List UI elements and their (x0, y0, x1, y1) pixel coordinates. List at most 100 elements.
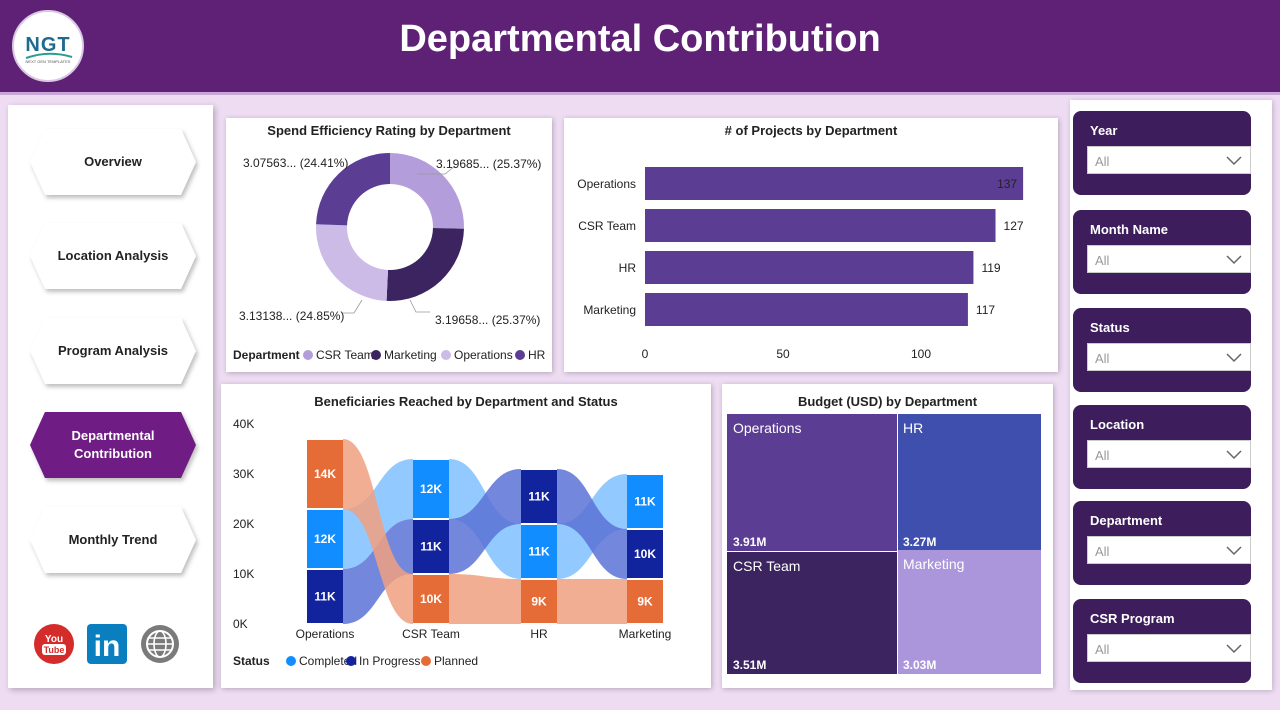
bar-value-label: 137 (997, 177, 1017, 191)
location-slicer: Location All (1073, 405, 1251, 489)
status-slicer: Status All (1073, 308, 1251, 392)
legend-marker-csr-team (303, 350, 313, 360)
slicer-value: All (1095, 351, 1110, 366)
nav-label: Monthly Trend (68, 532, 158, 548)
donut-slice-marketing[interactable] (386, 228, 464, 301)
bar-value-label: 117 (976, 303, 995, 317)
year-dropdown[interactable]: All (1087, 146, 1251, 174)
ribbon-segment-in-progress[interactable] (521, 470, 557, 523)
nav-overview-button[interactable]: Overview (30, 129, 196, 195)
legend-marker-hr (515, 350, 525, 360)
department-dropdown[interactable]: All (1087, 536, 1251, 564)
web-icon[interactable] (139, 623, 181, 665)
chevron-down-icon (1226, 644, 1242, 654)
beneficiaries-chart-card: Beneficiaries Reached by Department and … (221, 384, 711, 688)
bar-chart-title: # of Projects by Department (724, 123, 898, 138)
legend-label-marketing: Marketing (384, 348, 437, 362)
ribbon-segment-completed[interactable] (627, 475, 663, 528)
ngt-logo: NGT NEXT GEN TEMPLATES (12, 10, 84, 82)
slicer-label: Year (1090, 123, 1118, 138)
youtube-icon[interactable]: You Tube (33, 623, 75, 665)
legend-label-csr-team: CSR Team (316, 348, 374, 362)
legend-label-in-progress: In Progress (359, 654, 420, 668)
ribbon-segment-completed[interactable] (521, 525, 557, 578)
chevron-down-icon (1226, 546, 1242, 556)
nav-monthly-trend-button[interactable]: Monthly Trend (30, 507, 196, 573)
legend-label-planned: Planned (434, 654, 478, 668)
treemap-value: 3.91M (733, 535, 767, 549)
leader-line (409, 299, 430, 313)
donut-slice-operations[interactable] (316, 224, 389, 301)
y-tick-label: 20K (233, 517, 254, 531)
ribbon-segment-planned[interactable] (627, 580, 663, 623)
nav-location-analysis-button[interactable]: Location Analysis (30, 223, 196, 289)
donut-chart-card: Spend Efficiency Rating by Department 3.… (226, 118, 552, 372)
chevron-down-icon (1226, 450, 1242, 460)
donut-label-marketing: 3.19658... (25.37%) (435, 313, 540, 327)
treemap-tile-hr[interactable]: HR 3.27M (898, 414, 1041, 551)
ribbon-segment-label: 11K (528, 545, 550, 559)
bar-category-label: Marketing (583, 303, 636, 317)
ribbon-segment-planned[interactable] (307, 440, 343, 508)
legend-label-operations: Operations (454, 348, 513, 362)
ribbon-segment-completed[interactable] (307, 510, 343, 568)
slicer-value: All (1095, 642, 1110, 657)
treemap-tile-csr-team[interactable]: CSR Team 3.51M (727, 552, 897, 674)
slicer-label: Department (1090, 513, 1163, 528)
ribbon-segment-label: 9K (531, 595, 547, 609)
donut-chart-title: Spend Efficiency Rating by Department (267, 123, 511, 138)
linkedin-in-text: in (94, 630, 121, 663)
ribbon-segment-label: 11K (420, 540, 442, 554)
projects-bar-chart: Operations 137 CSR Team 127 HR 119 Marketing 11… (577, 167, 1024, 361)
ribbon-band-in-progress (557, 469, 627, 579)
x-tick-label: 50 (776, 347, 790, 361)
bar-csr-team[interactable] (645, 209, 996, 242)
treemap-tile-marketing[interactable]: Marketing 3.03M (898, 550, 1041, 674)
year-slicer: Year All (1073, 111, 1251, 195)
treemap-tile-operations[interactable]: Operations 3.91M (727, 414, 897, 551)
location-dropdown[interactable]: All (1087, 440, 1251, 468)
status-dropdown[interactable]: All (1087, 343, 1251, 371)
ribbon-segment-planned[interactable] (521, 580, 557, 623)
ribbon-segment-label: 11K (634, 495, 656, 509)
month-name-dropdown[interactable]: All (1087, 245, 1251, 273)
chevron-down-icon (1226, 156, 1242, 166)
chevron-down-icon (1226, 353, 1242, 363)
donut-slice-hr[interactable] (316, 153, 390, 226)
ribbon-segment-in-progress[interactable] (413, 520, 449, 573)
ribbon-band-planned (557, 579, 627, 624)
ribbon-segment-planned[interactable] (413, 575, 449, 623)
ribbon-category-label: Marketing (619, 627, 672, 641)
ribbon-segment-in-progress[interactable] (627, 530, 663, 578)
donut-slice-csr-team[interactable] (390, 153, 464, 229)
ribbon-segment-label: 10K (634, 547, 656, 561)
bar-hr[interactable] (645, 251, 974, 284)
csr-program-slicer: CSR Program All (1073, 599, 1251, 683)
leader-line (342, 299, 363, 314)
ribbon-band-in-progress (343, 519, 413, 624)
nav-program-analysis-button[interactable]: Program Analysis (30, 318, 196, 384)
header-bar: NGT NEXT GEN TEMPLATES Departmental Cont… (0, 0, 1280, 95)
bar-operations[interactable] (645, 167, 1024, 200)
donut-label-hr: 3.07563... (24.41%) (243, 156, 348, 170)
leader-line (417, 165, 456, 175)
csr-program-dropdown[interactable]: All (1087, 634, 1251, 662)
ribbon-legend-title: Status (233, 654, 270, 668)
legend-marker-completed (286, 656, 296, 666)
ribbon-category-label: HR (530, 627, 548, 641)
ribbon-segment-in-progress[interactable] (307, 570, 343, 623)
bar-marketing[interactable] (645, 293, 968, 326)
legend-label-completed: Completed (299, 654, 357, 668)
page-title: Departmental Contribution (399, 18, 881, 60)
linkedin-icon[interactable]: in (86, 623, 128, 665)
slicer-value: All (1095, 154, 1110, 169)
ribbon-segment-completed[interactable] (413, 460, 449, 518)
legend-label-hr: HR (528, 348, 546, 362)
nav-label: Overview (84, 154, 142, 170)
treemap-value: 3.03M (903, 658, 937, 672)
nav-departmental-contribution-button[interactable]: Departmental Contribution (30, 412, 196, 478)
logo-swoosh-icon (25, 52, 73, 59)
youtube-tube-text: Tube (44, 645, 65, 655)
filter-panel: Year All Month Name All Status All Locat… (1070, 100, 1272, 690)
logo-text: NGT (25, 34, 71, 56)
